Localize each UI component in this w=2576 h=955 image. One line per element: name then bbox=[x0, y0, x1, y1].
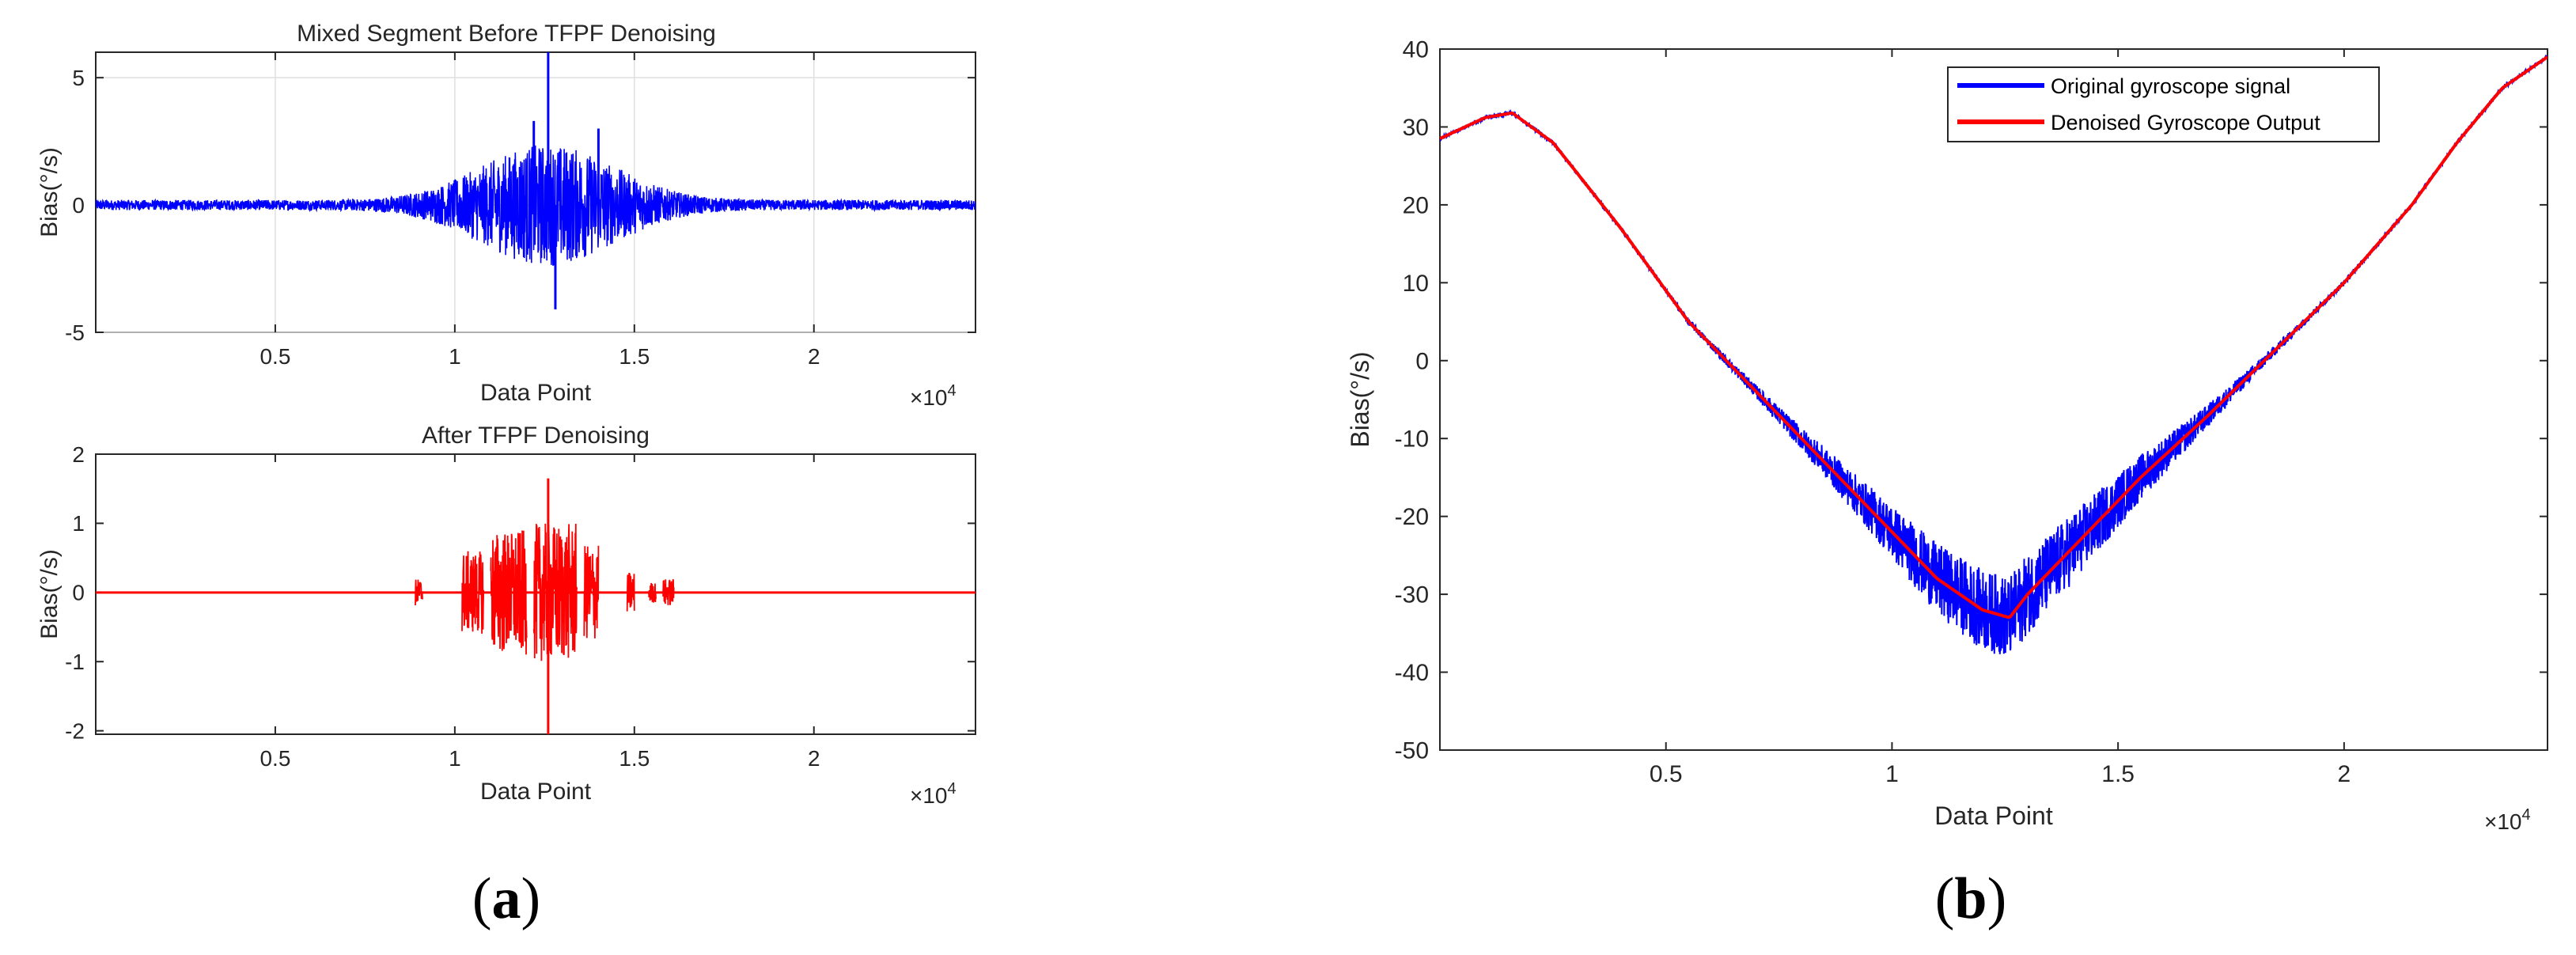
y-tick-label: 10 bbox=[1403, 271, 1429, 297]
x-tick-label: 0.5 bbox=[1650, 761, 1683, 787]
x-tick-label: 0.5 bbox=[259, 344, 290, 369]
series-burst bbox=[461, 551, 485, 634]
y-tick-label: 2 bbox=[72, 442, 85, 467]
chart-a-bottom-series bbox=[96, 478, 975, 734]
chart-a-top-ylabel: Bias(°/s) bbox=[36, 147, 63, 237]
chart-a-top-series bbox=[96, 52, 975, 310]
chart-b-ticks: 0.5 1 1.5 2 -50 -40 -30 -20 -10 0 10 20 30 40 bbox=[1395, 37, 2548, 787]
x-tick-label: 1.5 bbox=[619, 746, 650, 771]
panel-label-b: (b) bbox=[1935, 866, 2006, 931]
x-tick-label: 1.5 bbox=[2101, 761, 2135, 787]
panel-label-b-letter: b bbox=[1954, 866, 1987, 931]
chart-a-bottom-multiplier-exp: 4 bbox=[948, 780, 957, 798]
series-burst bbox=[626, 572, 635, 612]
chart-a-top-ticks: 0.5 1 1.5 2 -5 0 5 bbox=[65, 52, 975, 369]
series-burst bbox=[648, 582, 657, 603]
y-tick-label: 0 bbox=[72, 581, 85, 605]
chart-b-ylabel: Bias(°/s) bbox=[1346, 351, 1374, 447]
series-burst bbox=[532, 523, 578, 661]
y-tick-label: -5 bbox=[65, 320, 85, 345]
chart-a-bottom-xlabel: Data Point bbox=[480, 779, 592, 805]
y-tick-label: -1 bbox=[65, 650, 85, 674]
x-tick-label: 2 bbox=[808, 746, 820, 771]
y-tick-label: 20 bbox=[1403, 192, 1429, 218]
chart-b-legend-label-original: Original gyroscope signal bbox=[2051, 74, 2290, 98]
series-burst bbox=[490, 530, 528, 655]
chart-a-top-multiplier: ×104 bbox=[910, 382, 957, 410]
chart-b-legend-box bbox=[1947, 66, 2380, 142]
panel-label-a-letter: a bbox=[492, 866, 521, 931]
y-tick-label: -30 bbox=[1395, 582, 1429, 608]
series-line-denoised-gyroscope bbox=[1440, 55, 2548, 620]
chart-a-bottom-title: After TFPF Denoising bbox=[422, 423, 650, 449]
y-tick-label: 1 bbox=[72, 511, 85, 536]
y-tick-label: 5 bbox=[72, 66, 85, 90]
x-tick-label: 2 bbox=[808, 344, 820, 369]
series-burst bbox=[583, 545, 600, 639]
chart-b-multiplier: ×104 bbox=[2484, 806, 2531, 834]
panel-label-a: (a) bbox=[472, 866, 540, 931]
chart-a-bottom-multiplier-base: ×10 bbox=[910, 783, 948, 808]
chart-a-top: Mixed Segment Before TFPF Denoising 0.5 1… bbox=[36, 21, 976, 410]
chart-b-multiplier-exp: 4 bbox=[2522, 806, 2531, 824]
series-line-mixed-segment bbox=[96, 145, 975, 266]
x-tick-label: 1 bbox=[449, 746, 461, 771]
x-tick-label: 1 bbox=[1885, 761, 1899, 787]
chart-b-series bbox=[1440, 54, 2548, 654]
chart-a-top-multiplier-base: ×10 bbox=[910, 385, 948, 410]
x-tick-label: 1 bbox=[449, 344, 461, 369]
y-tick-label: -50 bbox=[1395, 738, 1429, 764]
chart-b: 0.5 1 1.5 2 -50 -40 -30 -20 -10 0 10 20 30 40 Data Po… bbox=[1346, 37, 2548, 834]
y-tick-label: -20 bbox=[1395, 504, 1429, 530]
chart-a-bottom-ylabel: Bias(°/s) bbox=[36, 549, 63, 639]
chart-a-top-xlabel: Data Point bbox=[480, 380, 592, 406]
chart-a-top-title: Mixed Segment Before TFPF Denoising bbox=[297, 21, 716, 47]
y-tick-label: -2 bbox=[65, 718, 85, 743]
chart-a-bottom-ticks: 0.5 1 1.5 2 -2 -1 0 1 2 bbox=[65, 442, 975, 771]
y-tick-label: 0 bbox=[72, 193, 85, 218]
chart-a-bottom-multiplier: ×104 bbox=[910, 780, 957, 808]
chart-b-legend-label-denoised: Denoised Gyroscope Output bbox=[2051, 111, 2320, 135]
x-tick-label: 2 bbox=[2338, 761, 2351, 787]
x-tick-label: 0.5 bbox=[259, 746, 290, 771]
chart-b-multiplier-base: ×10 bbox=[2484, 809, 2522, 834]
y-tick-label: 30 bbox=[1403, 115, 1429, 141]
y-tick-label: -10 bbox=[1395, 426, 1429, 453]
chart-a-bottom: After TFPF Denoising 0.5 1 1.5 2 -2 -1 0 1 2 Dat… bbox=[36, 423, 976, 808]
chart-b-xlabel: Data Point bbox=[1934, 802, 2053, 830]
y-tick-label: 0 bbox=[1415, 348, 1429, 374]
series-burst bbox=[415, 579, 423, 606]
y-tick-label: 40 bbox=[1403, 37, 1429, 63]
chart-a-top-multiplier-exp: 4 bbox=[948, 382, 957, 400]
chart-b-legend: Original gyroscope signal Denoised Gyros… bbox=[1947, 66, 2380, 142]
series-burst bbox=[662, 578, 675, 605]
x-tick-label: 1.5 bbox=[619, 344, 650, 369]
y-tick-label: -40 bbox=[1395, 660, 1429, 686]
